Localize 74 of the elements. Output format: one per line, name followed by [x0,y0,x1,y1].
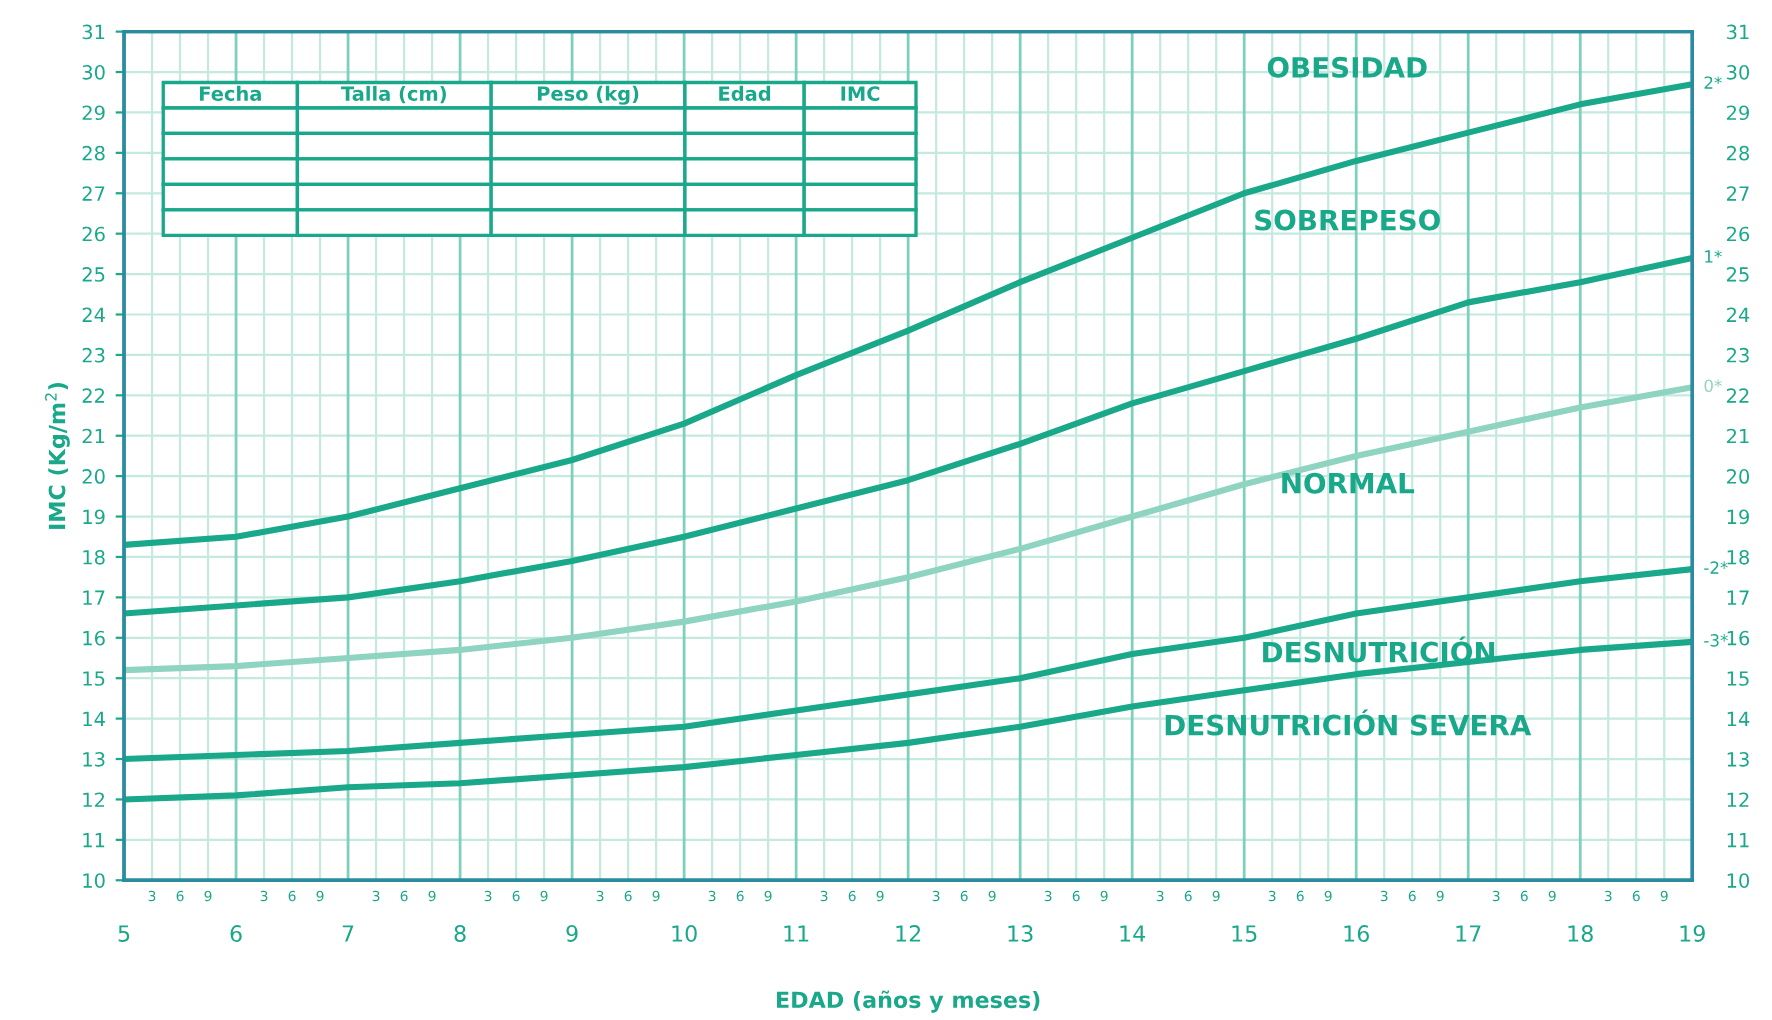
y-tick-label: 17 [83,590,105,605]
y-tick-label: 14 [83,711,105,726]
y-tick-label: 18 [83,549,105,565]
y-tick-label: 13 [83,751,105,767]
y2-tick-label: 26 [1727,226,1750,242]
y-tick-label: 10 [83,873,105,888]
y2-tick-label: 18 [1727,549,1750,565]
x-tick-label: 9 [566,925,578,942]
y-tick-label: 22 [82,388,105,403]
y2-tick-label: 21 [1727,428,1749,444]
line-series [124,384,1693,674]
y-tick-label: 29 [82,105,105,121]
y-tick-label: 24 [82,307,105,322]
y2-tick-label: 11 [1727,833,1749,848]
y2-tick-label: 23 [1727,347,1749,363]
y-tick-label: 15 [83,671,105,686]
x-tick-label: 19 [1680,925,1705,942]
x-tick-label: 8 [454,925,466,942]
y2-tick-label: 24 [1727,307,1750,322]
y2-tick-label: 27 [1727,186,1749,201]
y2-tick-label: 16 [1727,630,1750,646]
y-tick-label: 25 [82,267,105,282]
y-tick-label: 30 [82,64,105,80]
y2-tick-label: 13 [1727,751,1749,767]
series-label: -2* [1704,561,1728,574]
x-tick-label: 11 [784,925,809,942]
y-tick-label: 23 [82,347,105,363]
line-series [124,254,1693,617]
y2-tick-label: 10 [1727,873,1750,888]
annotation: Talla (cm) [341,85,446,104]
y2-tick-label: 31 [1727,24,1749,40]
y-tick-label: 26 [82,226,105,242]
y2-tick-label: 25 [1727,267,1749,282]
x-tick-label: 14 [1120,925,1146,942]
y-tick-label: 28 [82,145,105,161]
series-label: 0* [1704,379,1722,393]
x-tick-label: 10 [672,925,697,942]
y-tick-label: 20 [82,469,105,484]
x-tick-label: 7 [342,925,354,942]
x-tick-label: 5 [118,925,130,942]
y2-tick-label: 12 [1727,792,1749,807]
y2-tick-label: 29 [1727,105,1749,121]
y2-tick-label: 28 [1727,145,1750,161]
line-series [124,81,1693,548]
annotation: Edad [719,85,771,101]
x-tick-label: 6 [230,925,242,942]
y2-tick-label: 22 [1727,388,1749,403]
y-tick-label: 11 [83,833,105,848]
y-tick-label: 27 [82,186,105,201]
y-axis-title: IMC (Kg/m$^{2}$) [45,382,70,529]
y-tick-label: 21 [82,428,105,444]
x-tick-label: 12 [896,925,921,942]
x-tick-label: 18 [1568,925,1593,942]
x-tick-label: 13 [1008,925,1033,942]
annotation: Fecha [200,85,261,101]
y-tick-label: 31 [82,24,105,40]
y2-tick-label: 15 [1727,671,1749,686]
series-label: 2* [1704,76,1722,89]
series-label: -3* [1704,634,1728,647]
annotation: IMC [841,86,880,101]
y-tick-label: 19 [83,509,105,525]
x-axis-title: EDAD (años y meses) [777,990,1040,1013]
y2-tick-label: 17 [1727,590,1749,605]
y2-tick-label: 20 [1727,469,1750,484]
x-tick-label: 16 [1344,925,1369,942]
y-tick-label: 12 [83,792,105,807]
series-label: 1* [1705,250,1722,263]
y2-tick-label: 14 [1727,711,1750,726]
y2-tick-label: 30 [1727,64,1750,80]
x-tick-label: 15 [1232,925,1257,942]
y2-tick-label: 19 [1727,509,1749,525]
annotation: Peso (kg) [537,85,639,105]
y-tick-label: 16 [83,630,105,646]
x-tick-label: 17 [1456,925,1481,942]
